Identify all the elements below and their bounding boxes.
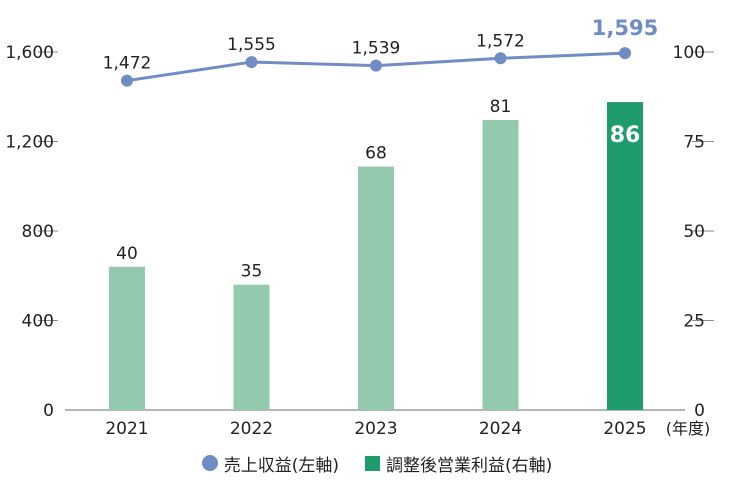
bar-value-label-2023: 68 (365, 144, 387, 164)
bar-2025 (607, 102, 643, 411)
bar-2021 (109, 266, 145, 410)
x-axis-tick-label: 2025 (603, 419, 646, 439)
left-axis-tick-label: 800 (22, 222, 54, 242)
right-axis-tick-label: 50 (683, 222, 705, 242)
bar-value-label-2021: 40 (116, 244, 138, 264)
bar-value-label-2024: 81 (490, 97, 512, 117)
left-axis-tick-label: 1,600 (5, 43, 54, 63)
left-axis-tick-label: 400 (22, 312, 54, 332)
x-axis-tick-label: 2022 (230, 419, 273, 439)
revenue-point-2024 (494, 52, 507, 65)
revenue-value-label-2022: 1,555 (227, 35, 276, 55)
legend-label-adjusted-operating-profit: 調整後営業利益(右軸) (386, 455, 553, 476)
revenue-value-label-2023: 1,539 (352, 39, 401, 59)
bar-value-label-2025: 86 (610, 123, 641, 148)
legend-bar-marker-icon (365, 455, 380, 471)
right-axis-tick-label: 100 (673, 43, 705, 63)
x-axis-tick-label: 2024 (479, 419, 522, 439)
revenue-value-label-2024: 1,572 (476, 31, 525, 51)
legend-line-marker-icon (201, 455, 218, 471)
revenue-point-2023 (370, 59, 382, 72)
revenue-point-2025 (619, 47, 631, 60)
x-axis-unit-label: (年度) (666, 419, 711, 438)
bar-2022 (233, 284, 270, 410)
bar-2024 (482, 120, 519, 411)
legend: 売上収益(左軸) 調整後営業利益(右軸) (0, 448, 754, 478)
revenue-point-2022 (245, 56, 258, 69)
revenue-value-label-2025: 1,595 (592, 16, 658, 40)
bar-2023 (358, 166, 394, 410)
right-axis-tick-label: 0 (694, 401, 705, 421)
x-axis-tick-label: 2021 (105, 419, 148, 439)
legend-item-revenue: 売上収益(左軸) (201, 451, 339, 476)
x-axis-tick-label: 2023 (354, 419, 397, 439)
chart: 0 400 800 1,200 1,600 0 25 50 75 100 40 35 68 81 86 1,4… (5, 16, 714, 439)
revenue-value-label-2021: 1,472 (103, 54, 152, 74)
legend-label-revenue: 売上収益(左軸) (223, 455, 339, 476)
right-axis-tick-label: 25 (683, 312, 705, 332)
right-axis-tick-label: 75 (683, 133, 705, 153)
revenue-point-2021 (121, 74, 133, 87)
bar-value-label-2022: 35 (241, 262, 263, 282)
left-axis-tick-label: 0 (43, 401, 54, 421)
left-axis-tick-label: 1,200 (5, 133, 54, 153)
legend-item-adjusted-operating-profit: 調整後営業利益(右軸) (365, 451, 552, 476)
